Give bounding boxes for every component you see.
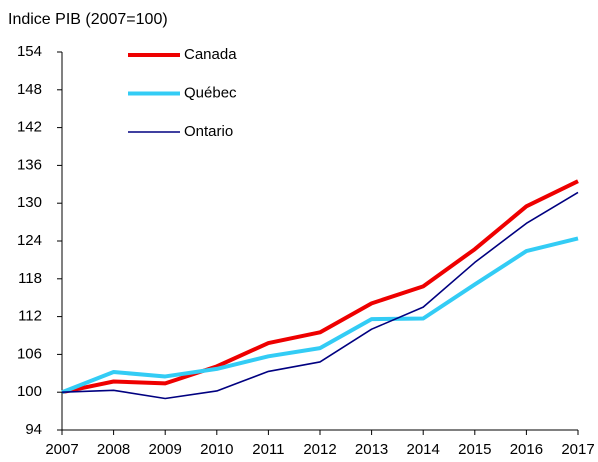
legend-label: Ontario [184,123,233,140]
y-tick-label: 136 [17,156,42,173]
x-tick-label: 2014 [407,441,440,458]
y-tick-label: 130 [17,194,42,211]
x-tick-label: 2013 [355,441,388,458]
y-tick-label: 124 [17,232,42,249]
x-tick-label: 2016 [510,441,543,458]
x-tick-label: 2009 [149,441,182,458]
y-tick-label: 154 [17,43,42,60]
y-tick-label: 112 [18,308,42,325]
y-tick-label: 94 [25,421,42,438]
chart-title: Indice PIB (2007=100) [8,11,168,28]
x-tick-label: 2010 [200,441,233,458]
x-tick-label: 2011 [252,441,284,458]
x-tick-label: 2015 [458,441,491,458]
series-line [61,191,579,400]
x-tick-label: 2007 [45,441,78,458]
y-tick-label: 100 [17,383,42,400]
legend-label: Québec [184,84,237,101]
y-tick-label: 106 [17,345,42,362]
legend-label: Canada [184,46,237,63]
series-line [61,179,579,395]
y-tick-label: 118 [18,270,42,287]
x-tick-label: 2012 [303,441,336,458]
series-line [61,236,579,395]
y-tick-label: 148 [17,81,42,98]
x-tick-label: 2008 [97,441,130,458]
x-tick-label: 2017 [561,441,594,458]
y-tick-label: 142 [17,119,42,136]
